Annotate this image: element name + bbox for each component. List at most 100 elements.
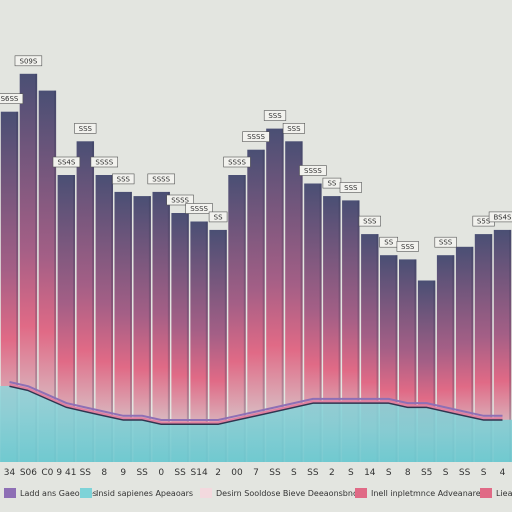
x-tick-label: 2 bbox=[215, 468, 221, 478]
bar-label: SSS bbox=[358, 215, 381, 227]
x-tick-label: 0 bbox=[158, 468, 164, 478]
bar-edge bbox=[224, 229, 227, 462]
svg-text:SSSS: SSSS bbox=[190, 205, 208, 213]
x-tick-label: 4 bbox=[500, 468, 506, 478]
x-tick-label: S bbox=[348, 468, 354, 478]
bar-B5 bbox=[152, 191, 170, 462]
x-tick-label: SS bbox=[269, 468, 281, 478]
bar-D6 bbox=[493, 229, 512, 462]
legend: Ladd ans Gaeornes Insid sapienes Apeaoars… bbox=[4, 488, 512, 498]
bar-edge bbox=[148, 196, 151, 462]
x-tick-label: 2 bbox=[329, 468, 335, 478]
bar-edge bbox=[243, 175, 246, 462]
line-series-dark bbox=[9, 385, 503, 425]
bar-label: SSSS bbox=[299, 165, 327, 176]
line-series-purple bbox=[9, 381, 503, 421]
bar-edge bbox=[281, 128, 284, 462]
x-tick-label: SS bbox=[307, 468, 319, 478]
x-tick-label: S bbox=[386, 468, 392, 478]
bar-edge bbox=[319, 183, 322, 462]
bar-label: SSS bbox=[112, 173, 135, 185]
x-tick-label: 8 bbox=[101, 468, 107, 478]
svg-text:SSS: SSS bbox=[117, 175, 131, 183]
svg-text:BS4S: BS4S bbox=[493, 213, 512, 221]
bar-edge bbox=[490, 234, 493, 462]
bar-C5 bbox=[304, 183, 322, 462]
x-tick-label: SS bbox=[459, 468, 471, 478]
legend-swatch bbox=[80, 488, 92, 498]
bar-label: SSS bbox=[282, 123, 306, 134]
bar-B3 bbox=[114, 191, 132, 462]
bar-edge bbox=[262, 149, 265, 462]
bar-edge bbox=[167, 191, 170, 462]
x-tick-label: S bbox=[443, 468, 449, 478]
line-series-pink bbox=[9, 383, 503, 424]
bar-edge bbox=[111, 175, 113, 462]
x-tick-label: SS bbox=[174, 468, 186, 478]
legend-item: Desirn Sooldose Bieve Deeaonsbnce bbox=[200, 488, 362, 498]
svg-text:SSS: SSS bbox=[439, 239, 453, 247]
bar-edge bbox=[433, 280, 436, 462]
bar-edge bbox=[376, 234, 379, 462]
bar-C6 bbox=[323, 196, 341, 462]
bar-C4 bbox=[285, 141, 303, 463]
bars-layer bbox=[0, 73, 512, 463]
svg-text:SSS: SSS bbox=[401, 243, 415, 251]
bar-A3 bbox=[38, 90, 57, 462]
x-tick-label: 9 41 bbox=[56, 468, 76, 478]
svg-text:SSS: SSS bbox=[79, 125, 93, 133]
x-axis: 34 S06 C0 9 41 SS 8 9 SS 0 SS S14 2 00 7 SS S SS 2 S 14 S 8 S5… bbox=[4, 468, 506, 478]
svg-text:SS: SS bbox=[384, 239, 393, 247]
svg-text:SSSS: SSSS bbox=[247, 133, 265, 141]
bar-label: SS bbox=[322, 177, 342, 189]
bar-label: SSSS bbox=[147, 173, 175, 185]
legend-swatch bbox=[200, 488, 212, 498]
bar-edge bbox=[186, 213, 189, 462]
x-tick-label: 14 bbox=[364, 468, 376, 478]
bar-A1 bbox=[0, 111, 19, 462]
bar-label: SS4S bbox=[52, 156, 81, 168]
bar-edge bbox=[509, 229, 512, 462]
legend-label: Insid sapienes Apeaoars bbox=[96, 489, 193, 498]
bar-edge bbox=[414, 259, 417, 462]
x-tick-label: S14 bbox=[191, 468, 208, 478]
x-tick-label: S5 bbox=[421, 468, 432, 478]
bar-edge bbox=[205, 221, 208, 462]
svg-text:SS: SS bbox=[327, 180, 336, 188]
x-tick-label: 9 bbox=[120, 468, 126, 478]
bar-C1 bbox=[228, 175, 246, 462]
bar-label: SSS bbox=[396, 241, 419, 252]
bar-label: S09S bbox=[14, 55, 43, 67]
area-layer bbox=[0, 386, 512, 462]
bar-edge bbox=[300, 141, 303, 463]
bar-edge bbox=[92, 141, 95, 463]
svg-text:SS4S: SS4S bbox=[58, 159, 76, 167]
bar-edge bbox=[16, 111, 19, 462]
bar-edge bbox=[452, 255, 455, 462]
svg-text:SSSS: SSSS bbox=[304, 167, 322, 175]
bar-label: SS bbox=[208, 211, 228, 223]
bar-edge bbox=[395, 255, 398, 462]
legend-label: Liears bbox=[496, 489, 512, 498]
bar-label: SSSS bbox=[166, 194, 194, 206]
bar-B7 bbox=[190, 221, 208, 462]
svg-text:SSSS: SSSS bbox=[152, 175, 170, 183]
bar-edge bbox=[357, 200, 360, 462]
bar-D5 bbox=[474, 234, 493, 462]
bar-label: SSSS bbox=[90, 156, 119, 168]
legend-label: Ladd ans Gaeornes bbox=[20, 489, 97, 498]
legend-item: Insid sapienes Apeaoars bbox=[80, 488, 193, 498]
bar-label: SSS bbox=[74, 123, 97, 134]
bar-edge bbox=[73, 175, 76, 462]
bar-label: SSSS bbox=[242, 131, 270, 142]
legend-item: Liears bbox=[480, 488, 512, 498]
bar-label: SSS bbox=[339, 182, 362, 193]
x-tick-label: 00 bbox=[231, 468, 243, 478]
legend-swatch bbox=[4, 488, 16, 498]
bar-label: SSSS bbox=[185, 203, 213, 214]
bar-label: BS4S bbox=[488, 211, 512, 223]
bar-edge bbox=[54, 90, 57, 462]
bar-edge bbox=[35, 73, 38, 463]
bar-A4 bbox=[57, 175, 75, 462]
